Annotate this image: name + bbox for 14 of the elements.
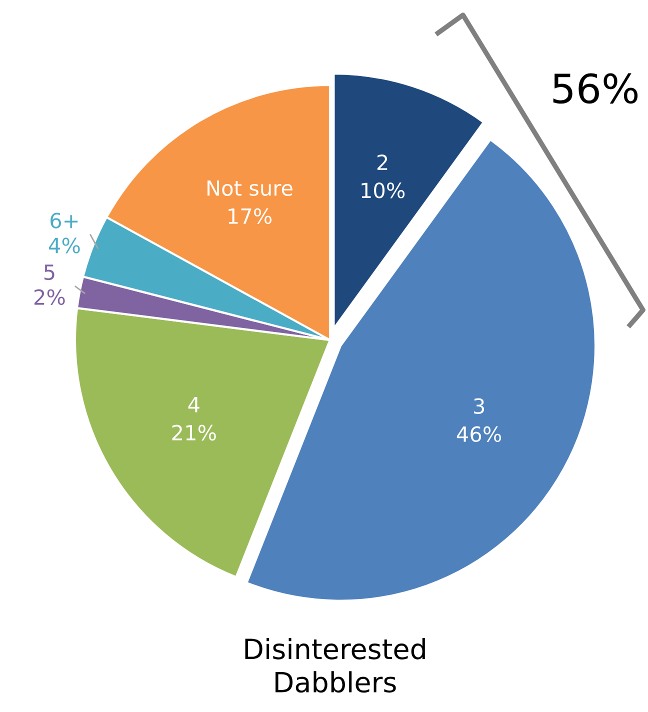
slice-label: 3 (474, 398, 484, 414)
data-label: 2% (34, 289, 65, 305)
data-label: 17% (228, 208, 272, 224)
slice-label: 4 (188, 397, 200, 412)
data-label: 10% (362, 182, 405, 198)
text: Disinterested Dabblers (245, 638, 425, 693)
text: 56% (553, 73, 638, 104)
slice-label: Not sure (208, 180, 292, 196)
data-label: 46% (456, 426, 502, 442)
slice-label: 6+ (50, 212, 78, 228)
data-label: 4% (48, 238, 80, 254)
data-label: 21% (172, 424, 216, 441)
slice-label: 2 (377, 154, 388, 170)
slice-label: 5 (44, 264, 54, 280)
